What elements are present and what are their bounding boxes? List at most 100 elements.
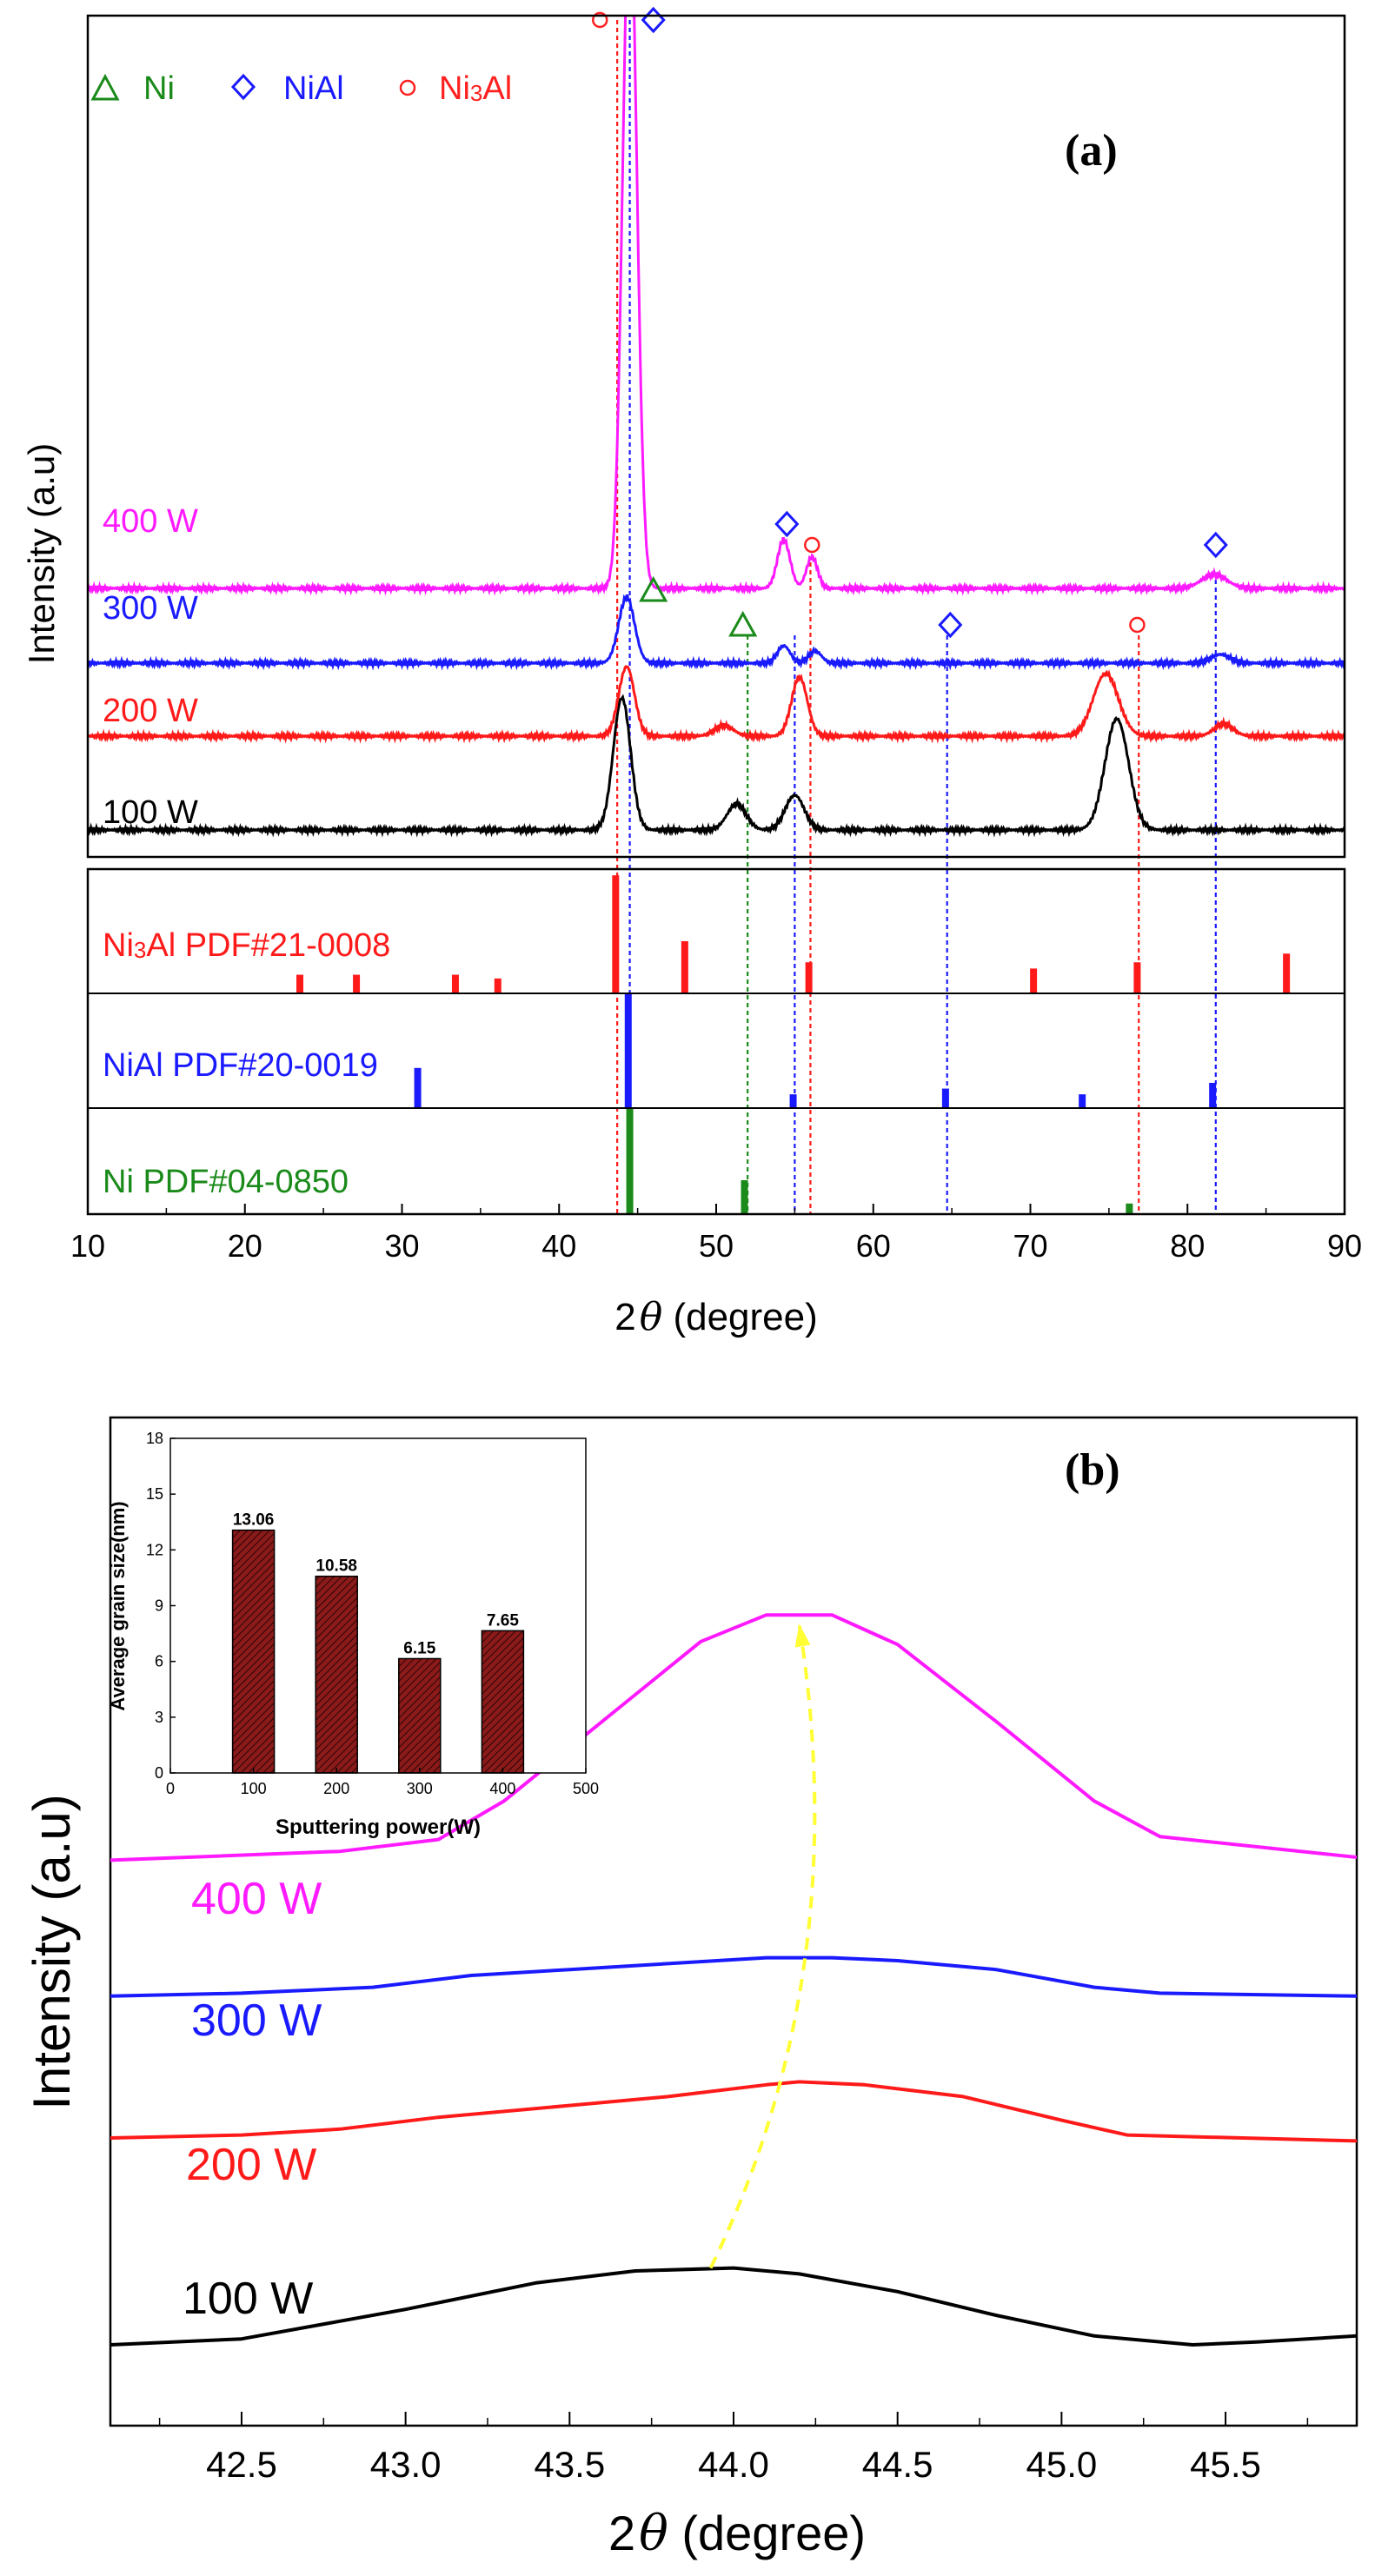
nial-diamond-icon (938, 611, 963, 639)
a-x-axis: 10 20 30 40 50 60 70 80 90 (70, 1204, 1362, 1264)
inset-x-tick-label: 200 (323, 1780, 349, 1797)
b-series-label-400w: 400 W (191, 1874, 322, 1924)
inset-y-tick-label: 15 (146, 1485, 163, 1503)
b-shift-arrow (708, 1623, 817, 2269)
a-series-label-100w: 100 W (103, 794, 198, 831)
a-series-line-200-w (88, 665, 1345, 744)
inset-bar-value-label: 7.65 (487, 1611, 519, 1630)
ni-triangle-icon (728, 610, 758, 637)
a-x-tick-label: 20 (228, 1228, 262, 1264)
a-reference-stick (1283, 953, 1291, 993)
inset-grain-size-chart: 13.06 10.58 6.15 7.65 0 100 200 300 400 500 0 3 6 9 1… (107, 1430, 599, 1839)
inset-bar-100 (231, 1529, 276, 1774)
b-series-line-200-w (110, 2080, 1357, 2143)
inset-y-tick-label: 6 (155, 1653, 163, 1670)
a-ref-label-ni: Ni PDF#04-0850 (103, 1164, 349, 1200)
inset-x-axis-label: Sputtering power(W) (276, 1816, 481, 1839)
a-series-line-100-w (88, 694, 1345, 838)
a-ref-label-ni3al: Ni3Al PDF#21-0008 (103, 927, 390, 964)
inset-y-tick-label: 3 (155, 1709, 163, 1726)
inset-bar-200 (315, 1575, 358, 1774)
panel-a-xrd-pattern: 400 W 300 W 200 W 100 W Ni3Al PDF#21-000… (21, 6, 1362, 1339)
inset-y-tick-label: 18 (146, 1430, 163, 1447)
a-reference-stick (451, 974, 459, 993)
a-y-axis-label: Intensity (a.u) (21, 443, 62, 664)
arrow-head-icon (794, 1623, 811, 1648)
inset-y-tick-label: 12 (146, 1541, 163, 1558)
a-legend: Ni NiAl Ni3Al (90, 70, 512, 107)
a-reference-stick (626, 1108, 634, 1214)
b-series-label-200w: 200 W (186, 2140, 316, 2190)
a-reference-stick (681, 940, 688, 993)
a-reference-stick (612, 875, 620, 993)
a-reference-stick (624, 993, 632, 1108)
b-series-group (110, 1613, 1357, 2347)
a-reference-stick (941, 1088, 949, 1108)
a-series-label-200w: 200 W (103, 693, 198, 729)
inset-x-tick-label: 500 (573, 1780, 599, 1797)
a-x-tick-label: 50 (699, 1228, 734, 1264)
a-reference-stick (1133, 962, 1141, 993)
a-series-label-400w: 400 W (103, 503, 198, 540)
b-panel-label: (b) (1065, 1445, 1120, 1495)
ni3al-circle-icon (591, 11, 608, 29)
a-reference-frame (86, 867, 1346, 1216)
legend-circle-icon (399, 79, 416, 96)
a-x-tick-label: 60 (856, 1228, 891, 1264)
a-legend-label-ni: Ni (143, 70, 175, 107)
a-x-tick-label: 70 (1013, 1228, 1047, 1264)
inset-bar-400 (481, 1630, 525, 1774)
a-series-group (88, 16, 1345, 838)
inset-bar-300 (398, 1657, 442, 1774)
a-series-line-300-w (88, 594, 1345, 671)
nial-diamond-icon (1203, 531, 1228, 559)
a-x-tick-label: 30 (384, 1228, 419, 1264)
a-reference-stick (1126, 1203, 1133, 1214)
b-shift-arrow-shaft (708, 1623, 817, 2269)
nial-diamond-icon (774, 510, 800, 538)
inset-y-tick-label: 0 (155, 1764, 163, 1782)
a-x-tick-label: 80 (1170, 1228, 1205, 1264)
inset-y-tick-label: 9 (155, 1597, 163, 1615)
b-x-tick-label: 44.5 (862, 2444, 933, 2485)
b-series-label-300w: 300 W (191, 1995, 322, 2046)
a-series-line-400-w (88, 16, 1345, 596)
inset-x-tick-label: 100 (241, 1780, 267, 1797)
inset-y-axis-label: Average grain size(nm) (107, 1501, 129, 1710)
a-reference-bars (296, 875, 1291, 1214)
b-series-line-300-w (110, 1955, 1357, 1998)
a-legend-label-nial: NiAl (283, 70, 344, 107)
a-peak-markers (591, 6, 1228, 639)
a-reference-stick (296, 974, 304, 993)
inset-x-tick-label: 400 (489, 1780, 515, 1797)
a-reference-stick (1030, 968, 1038, 993)
b-y-axis-label: Intensity (a.u) (23, 1794, 81, 2110)
inset-bar-value-label: 13.06 (233, 1511, 275, 1530)
inset-axes: 0 100 200 300 400 500 0 3 6 9 12 15 18 (146, 1430, 599, 1797)
panel-b-peak-zoom: 400 W 300 W 200 W 100 W (b) Intensity (a… (23, 1416, 1358, 2562)
a-reference-stick (1079, 1094, 1086, 1108)
b-x-tick-label: 45.5 (1190, 2444, 1261, 2485)
legend-diamond-icon (230, 73, 256, 101)
a-reference-stick (805, 962, 813, 993)
ni3al-circle-icon (1129, 616, 1146, 634)
a-plot-frame (86, 14, 1346, 859)
b-x-tick-label: 44.0 (698, 2444, 769, 2485)
b-x-tick-label: 45.0 (1026, 2444, 1097, 2485)
a-series-label-300w: 300 W (103, 590, 198, 627)
a-reference-stick (414, 1067, 422, 1108)
a-reference-stick (789, 1094, 797, 1108)
ni-triangle-icon (639, 575, 668, 602)
a-x-tick-label: 40 (541, 1228, 576, 1264)
b-x-tick-label: 42.5 (206, 2444, 277, 2485)
nial-diamond-icon (641, 6, 666, 34)
b-series-line-100-w (110, 2266, 1357, 2347)
a-x-axis-label: 2θ (degree) (614, 1295, 818, 1339)
inset-bars: 13.06 10.58 6.15 7.65 (231, 1511, 525, 1774)
b-x-axis-label: 2θ (degree) (608, 2506, 866, 2562)
inset-x-tick-label: 0 (166, 1780, 175, 1797)
b-x-tick-label: 43.0 (370, 2444, 442, 2485)
b-x-axis: 42.5 43.0 43.5 44.0 44.5 45.0 45.5 (158, 2412, 1309, 2485)
a-guide-lines (616, 20, 1217, 1214)
